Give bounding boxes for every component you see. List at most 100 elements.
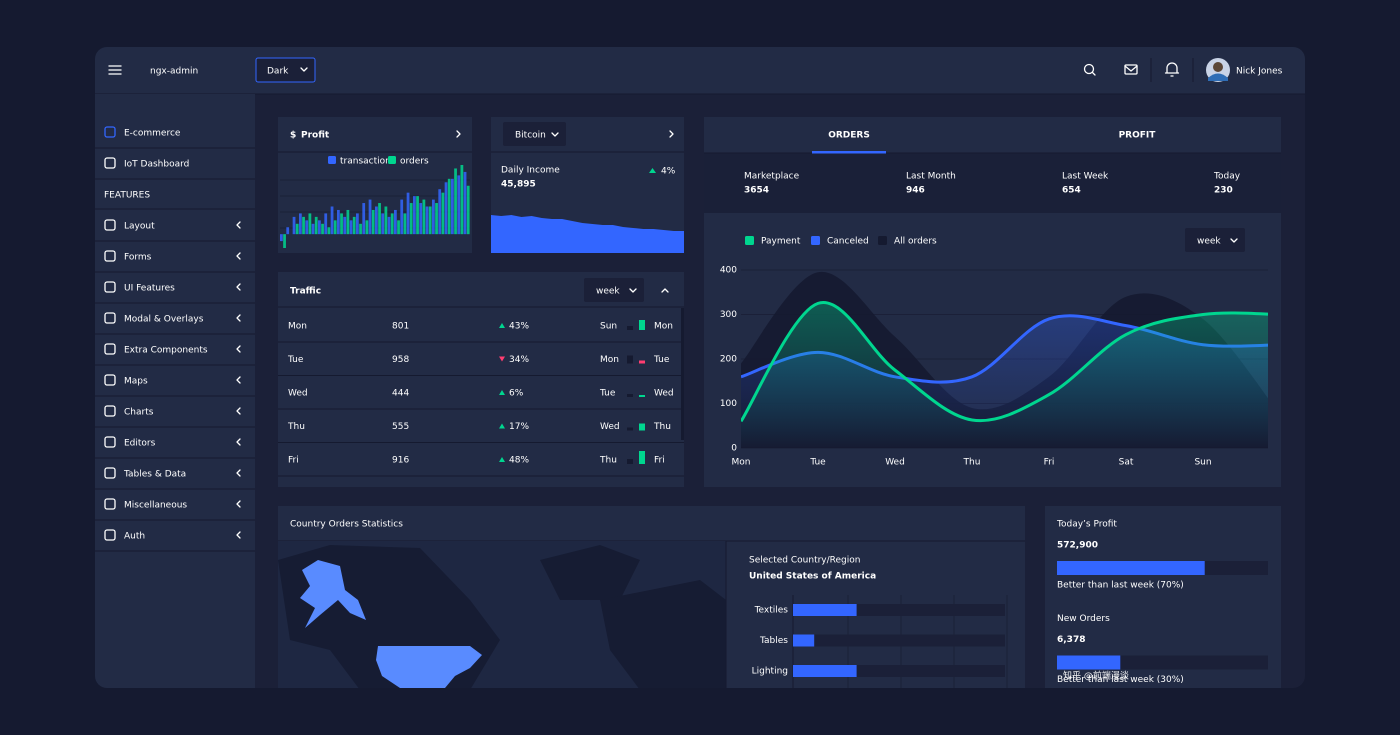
traffic-value: 801 xyxy=(392,322,409,332)
bar xyxy=(375,206,378,235)
bar xyxy=(349,220,353,235)
legend-label: Payment xyxy=(761,237,801,247)
traffic-card xyxy=(278,272,684,487)
bar xyxy=(305,220,309,235)
tab[interactable]: PROFIT xyxy=(1119,131,1157,141)
trend-up xyxy=(499,457,505,462)
traffic-value: 916 xyxy=(392,456,409,466)
bar xyxy=(387,216,391,235)
bar xyxy=(451,178,454,235)
bell-icon[interactable] xyxy=(1164,62,1180,77)
compare-label: Thu xyxy=(599,456,617,466)
nav-item[interactable]: Tables & Data xyxy=(123,470,186,480)
compare-label: Wed xyxy=(600,422,620,432)
bar xyxy=(457,175,461,235)
currency-select[interactable] xyxy=(503,122,566,146)
bar xyxy=(793,634,815,647)
bar xyxy=(346,209,350,235)
chevron xyxy=(236,407,241,415)
bar xyxy=(352,216,356,235)
search-icon[interactable] xyxy=(1083,63,1096,76)
nav-item[interactable]: Maps xyxy=(124,377,148,387)
category-label: Tables xyxy=(759,636,788,646)
nav-item[interactable]: Layout xyxy=(124,222,155,232)
map-alaska[interactable] xyxy=(300,560,366,628)
nav-item[interactable]: Editors xyxy=(124,439,156,449)
mail-icon[interactable] xyxy=(1124,64,1138,75)
summary-label: Marketplace xyxy=(744,172,800,182)
card-title: Traffic xyxy=(290,287,321,297)
bar-track xyxy=(793,634,1005,647)
legend-swatch xyxy=(811,236,820,245)
bar xyxy=(378,203,381,235)
current-label: Thu xyxy=(653,422,671,432)
bar xyxy=(283,234,286,248)
current-label: Fri xyxy=(654,456,665,466)
progress-bar xyxy=(1057,561,1205,575)
chevron[interactable] xyxy=(456,130,461,138)
bar xyxy=(343,216,347,235)
bar xyxy=(340,213,343,235)
summary-value: 3654 xyxy=(744,186,769,196)
chevron xyxy=(236,376,241,384)
bar xyxy=(409,203,413,235)
x-tick-label: Mon xyxy=(732,458,751,468)
bar xyxy=(432,199,435,235)
legend-swatch xyxy=(328,156,336,164)
trend-up xyxy=(499,390,505,395)
bar xyxy=(444,182,448,235)
nav-item[interactable]: Charts xyxy=(124,408,154,418)
mini-bar xyxy=(639,395,645,397)
map-usa[interactable] xyxy=(376,646,482,688)
scrollbar xyxy=(681,308,684,440)
stat-value: 6,378 xyxy=(1057,635,1085,645)
period-select[interactable] xyxy=(584,278,644,302)
chevron xyxy=(236,314,241,322)
legend-swatch xyxy=(878,236,887,245)
mini-bar xyxy=(639,423,645,431)
bar xyxy=(441,192,445,235)
bar xyxy=(413,196,416,235)
chevron xyxy=(236,345,241,353)
nav-item[interactable]: IoT Dashboard xyxy=(124,160,189,170)
nav-item[interactable]: Forms xyxy=(124,253,152,263)
series-line xyxy=(741,301,1268,423)
nav-icon xyxy=(104,498,116,510)
nav-item[interactable]: UI Features xyxy=(124,284,175,294)
menu-icon[interactable] xyxy=(108,65,122,75)
bar xyxy=(466,185,470,235)
chevron xyxy=(236,438,241,446)
nav-item[interactable]: Modal & Overlays xyxy=(124,315,204,325)
nav-icon xyxy=(104,312,116,324)
nav-item[interactable]: Auth xyxy=(124,532,145,542)
nav-icon xyxy=(104,405,116,417)
mini-bar xyxy=(627,394,633,397)
traffic-value: 555 xyxy=(392,422,409,432)
bar xyxy=(302,216,305,235)
theme-select[interactable] xyxy=(255,57,316,83)
nav-item[interactable]: Extra Components xyxy=(124,346,208,356)
summary-label: Today xyxy=(1213,172,1241,182)
bar xyxy=(428,206,432,235)
compare-label: Tue xyxy=(599,389,616,399)
user-name: Nick Jones xyxy=(1236,67,1283,77)
bar xyxy=(314,216,318,235)
nav-icon xyxy=(104,219,116,231)
nav-item[interactable]: Miscellaneous xyxy=(124,501,187,511)
collapse-icon[interactable] xyxy=(661,288,669,293)
trend-up xyxy=(499,323,505,328)
nav-item[interactable]: E-commerce xyxy=(124,129,181,139)
nav-section: FEATURES xyxy=(104,191,150,201)
bar xyxy=(400,199,404,235)
chevron[interactable] xyxy=(669,130,674,138)
app-frame: ngx-admin Dark Nick Jones E-commerce IoT Das… xyxy=(95,47,1305,688)
x-tick-label: Fri xyxy=(1044,458,1055,468)
summary-value: 654 xyxy=(1062,186,1081,196)
tab[interactable]: ORDERS xyxy=(828,131,870,141)
period-select[interactable] xyxy=(1185,228,1245,252)
mini-bar xyxy=(627,427,633,431)
bar xyxy=(368,199,372,235)
plot xyxy=(741,272,1268,448)
bar xyxy=(419,203,423,235)
